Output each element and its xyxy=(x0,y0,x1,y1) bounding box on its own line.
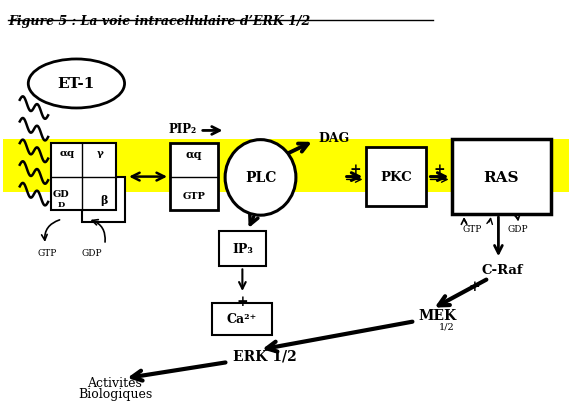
Text: αq: αq xyxy=(185,149,202,160)
Text: ET-1: ET-1 xyxy=(58,77,95,91)
FancyBboxPatch shape xyxy=(170,143,218,211)
Text: GTP: GTP xyxy=(182,192,205,201)
Text: DAG: DAG xyxy=(319,132,350,145)
Text: RAS: RAS xyxy=(483,170,519,184)
Text: GDP: GDP xyxy=(508,224,529,233)
Text: MEK: MEK xyxy=(419,309,457,322)
FancyBboxPatch shape xyxy=(367,147,426,206)
Text: C-Raf: C-Raf xyxy=(482,263,523,276)
Ellipse shape xyxy=(225,140,296,216)
Text: 1/2: 1/2 xyxy=(439,321,455,330)
Text: GD: GD xyxy=(53,190,69,199)
Text: Activités: Activités xyxy=(88,376,142,389)
FancyBboxPatch shape xyxy=(51,143,116,211)
FancyBboxPatch shape xyxy=(219,231,265,267)
Text: PKC: PKC xyxy=(380,171,412,184)
Text: β: β xyxy=(100,195,108,206)
Text: αq: αq xyxy=(59,149,74,158)
FancyBboxPatch shape xyxy=(3,139,569,192)
Text: GDP: GDP xyxy=(82,249,102,258)
Text: +: + xyxy=(433,163,445,177)
Text: ERK 1/2: ERK 1/2 xyxy=(233,349,296,363)
Text: +: + xyxy=(349,163,361,177)
FancyBboxPatch shape xyxy=(452,139,551,215)
Text: GTP: GTP xyxy=(37,249,57,258)
FancyBboxPatch shape xyxy=(82,178,125,223)
Text: Ca²⁺: Ca²⁺ xyxy=(227,313,257,325)
Text: Biologiques: Biologiques xyxy=(78,387,152,401)
Text: PIP₂: PIP₂ xyxy=(169,123,197,135)
Ellipse shape xyxy=(28,60,125,109)
Text: IP₃: IP₃ xyxy=(232,242,253,255)
Text: +: + xyxy=(468,279,480,293)
Text: Figure 5 : La voie intracellulaire d’ERK 1/2: Figure 5 : La voie intracellulaire d’ERK… xyxy=(9,15,311,28)
Text: D: D xyxy=(58,200,65,209)
FancyBboxPatch shape xyxy=(212,303,272,335)
Text: +: + xyxy=(237,294,248,308)
Text: PLC: PLC xyxy=(245,171,276,185)
Text: γ: γ xyxy=(97,149,104,158)
Text: GTP: GTP xyxy=(462,224,482,233)
